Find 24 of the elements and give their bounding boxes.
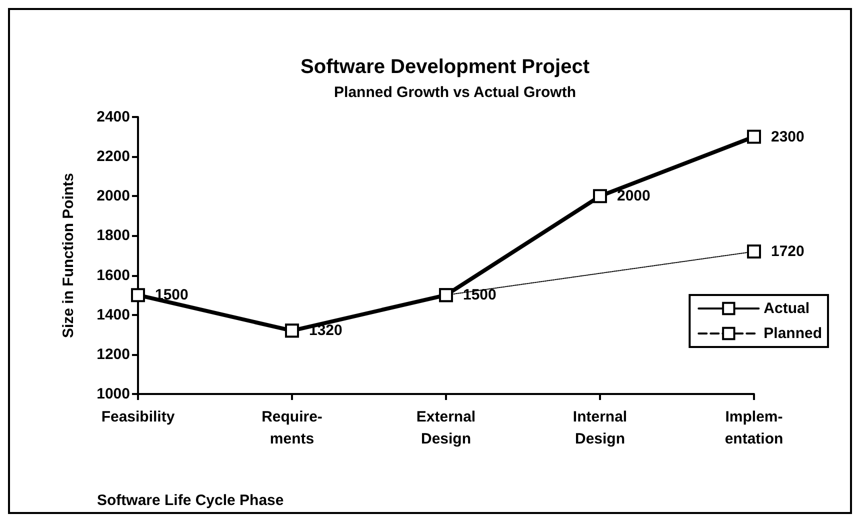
- x-axis-title: Software Life Cycle Phase: [97, 492, 284, 509]
- legend-label: Planned: [764, 325, 822, 342]
- y-tick-label: 2400: [96, 108, 130, 126]
- y-tick-label: 1400: [96, 306, 130, 324]
- data-label: 2300: [771, 128, 804, 146]
- data-label: 1720: [771, 243, 804, 260]
- y-tick-label: 1800: [96, 227, 130, 244]
- data-label: 1500: [463, 286, 496, 304]
- legend-label: Actual: [764, 300, 810, 317]
- y-tick-label: 1200: [96, 346, 130, 363]
- x-tick-label: Feasibility: [101, 408, 176, 426]
- y-tick-label: 1600: [96, 266, 130, 284]
- chart-subtitle: Planned Growth vs Actual Growth: [334, 84, 576, 101]
- data-label: 2000: [617, 188, 650, 205]
- y-tick-label: 1000: [96, 386, 130, 402]
- chart-title: Software Development Project: [300, 56, 590, 78]
- data-label: 1500: [155, 286, 188, 304]
- x-tick-label: Require- ments: [262, 408, 322, 448]
- y-tick-label: 2200: [96, 148, 130, 166]
- y-axis-title: Size in Function Points: [60, 173, 77, 338]
- x-tick-label: Implem- entation: [724, 408, 784, 448]
- x-tick-label: Internal Design: [572, 408, 628, 448]
- y-tick-label: 2000: [96, 188, 130, 205]
- x-tick-label: External Design: [416, 408, 476, 448]
